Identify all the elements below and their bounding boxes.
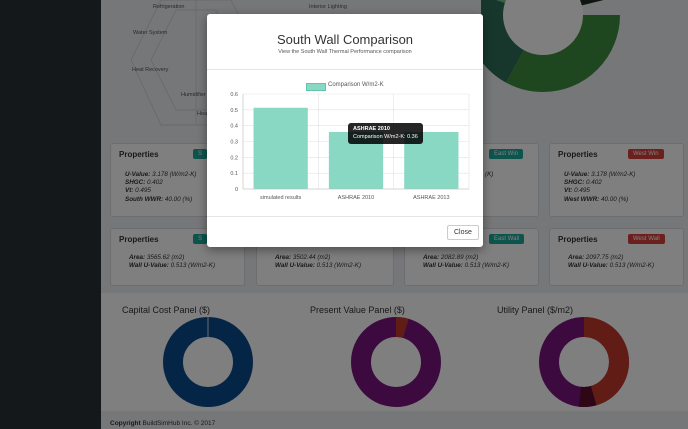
y-tick-label: 0 <box>235 187 238 193</box>
y-tick-label: 0.5 <box>230 108 238 114</box>
y-tick-label: 0.6 <box>230 92 238 98</box>
chart-tooltip: ASHRAE 2010 Comparison W/m2-K: 0.36 <box>348 123 423 144</box>
x-tick-label: ASHRAE 2010 <box>338 195 374 201</box>
legend-label: Comparison W/m2-K <box>328 82 384 88</box>
bar[interactable] <box>253 107 308 189</box>
x-tick-label: simulated results <box>260 195 302 201</box>
modal-footer: Close <box>207 216 483 248</box>
y-tick-label: 0.3 <box>230 140 238 146</box>
modal-subtitle: View the South Wall Thermal Performance … <box>278 49 412 55</box>
x-tick-label: ASHRAE 2013 <box>413 195 449 201</box>
close-button[interactable]: Close <box>447 225 479 240</box>
legend-swatch <box>306 83 326 91</box>
tooltip-title: ASHRAE 2010 <box>353 126 390 132</box>
y-tick-label: 0.1 <box>230 171 238 177</box>
comparison-bar-chart: 0.6 0.5 0.4 0.3 0.2 0.1 0 simulated results ASHR… <box>230 92 470 201</box>
modal-header: South Wall Comparison View the South Wal… <box>207 14 483 70</box>
y-tick-label: 0.4 <box>230 124 238 130</box>
south-wall-comparison-modal: South Wall Comparison View the South Wal… <box>207 14 483 247</box>
modal-title: South Wall Comparison <box>276 32 414 47</box>
y-tick-label: 0.2 <box>230 155 238 161</box>
tooltip-value: Comparison W/m2-K: 0.36 <box>353 134 418 140</box>
